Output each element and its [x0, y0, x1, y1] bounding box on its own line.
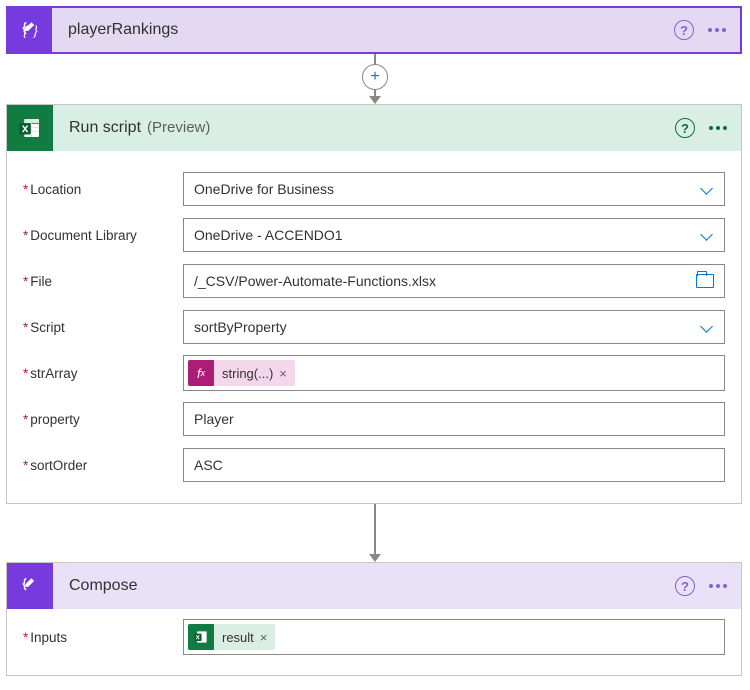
excel-icon: [7, 105, 53, 151]
chip-label: string(...): [214, 366, 279, 381]
connector: [6, 504, 744, 562]
field-doc-library: *Document Library OneDrive - ACCENDO1: [23, 217, 725, 253]
script-dropdown[interactable]: sortByProperty: [183, 310, 725, 344]
chip-remove[interactable]: ×: [260, 630, 276, 645]
field-location: *Location OneDrive for Business: [23, 171, 725, 207]
action-title: Run script (Preview): [53, 119, 675, 137]
run-script-header[interactable]: Run script (Preview) ?: [7, 105, 741, 151]
location-dropdown[interactable]: OneDrive for Business: [183, 172, 725, 206]
field-file: *File /_CSV/Power-Automate-Functions.xls…: [23, 263, 725, 299]
chevron-down-icon: [700, 228, 714, 242]
action-compose: Compose ? *Inputs result ×: [6, 562, 742, 676]
title-text: Compose: [69, 577, 137, 595]
action-player-rankings[interactable]: { } playerRankings ?: [6, 6, 742, 54]
inputs-input[interactable]: result ×: [183, 619, 725, 655]
field-inputs: *Inputs result ×: [23, 619, 725, 655]
dynamic-content-chip[interactable]: result ×: [188, 624, 275, 650]
file-picker[interactable]: /_CSV/Power-Automate-Functions.xlsx: [183, 264, 725, 298]
add-step-button[interactable]: +: [362, 64, 388, 90]
chip-label: result: [214, 630, 260, 645]
more-menu[interactable]: [709, 584, 727, 588]
help-icon[interactable]: ?: [675, 576, 695, 596]
help-icon[interactable]: ?: [674, 20, 694, 40]
label-text: property: [30, 412, 80, 427]
title-text: Run script: [69, 119, 141, 137]
property-input[interactable]: Player: [183, 402, 725, 436]
label-text: File: [30, 274, 52, 289]
label-text: Location: [30, 182, 81, 197]
input-value: OneDrive - ACCENDO1: [194, 227, 343, 243]
folder-icon[interactable]: [696, 274, 714, 288]
chip-remove[interactable]: ×: [279, 366, 295, 381]
help-icon[interactable]: ?: [675, 118, 695, 138]
action-title: Compose: [53, 577, 675, 595]
expression-chip[interactable]: fx string(...) ×: [188, 360, 295, 386]
connector: +: [6, 54, 744, 104]
input-value: OneDrive for Business: [194, 181, 334, 197]
label-text: sortOrder: [30, 458, 87, 473]
label-text: Document Library: [30, 228, 137, 243]
str-array-input[interactable]: fx string(...) ×: [183, 355, 725, 391]
doc-library-dropdown[interactable]: OneDrive - ACCENDO1: [183, 218, 725, 252]
excel-chip-icon: [188, 624, 214, 650]
input-value: ASC: [194, 457, 223, 473]
compose-icon: [7, 563, 53, 609]
label-text: Script: [30, 320, 65, 335]
more-menu[interactable]: [709, 126, 727, 130]
field-script: *Script sortByProperty: [23, 309, 725, 345]
action-title: playerRankings: [52, 21, 674, 39]
field-property: *property Player: [23, 401, 725, 437]
title-text: playerRankings: [68, 21, 178, 39]
chevron-down-icon: [700, 182, 714, 196]
action-run-script: Run script (Preview) ? *Location OneDriv…: [6, 104, 742, 504]
field-sort-order: *sortOrder ASC: [23, 447, 725, 483]
label-text: Inputs: [30, 630, 67, 645]
field-str-array: *strArray fx string(...) ×: [23, 355, 725, 391]
sort-order-input[interactable]: ASC: [183, 448, 725, 482]
chevron-down-icon: [700, 320, 714, 334]
input-value: /_CSV/Power-Automate-Functions.xlsx: [194, 273, 436, 289]
preview-badge: (Preview): [147, 119, 210, 136]
more-menu[interactable]: [708, 28, 726, 32]
label-text: strArray: [30, 366, 77, 381]
compose-icon: { }: [8, 8, 52, 52]
fx-icon: fx: [188, 360, 214, 386]
input-value: sortByProperty: [194, 319, 287, 335]
compose-header[interactable]: Compose ?: [7, 563, 741, 609]
input-value: Player: [194, 411, 234, 427]
